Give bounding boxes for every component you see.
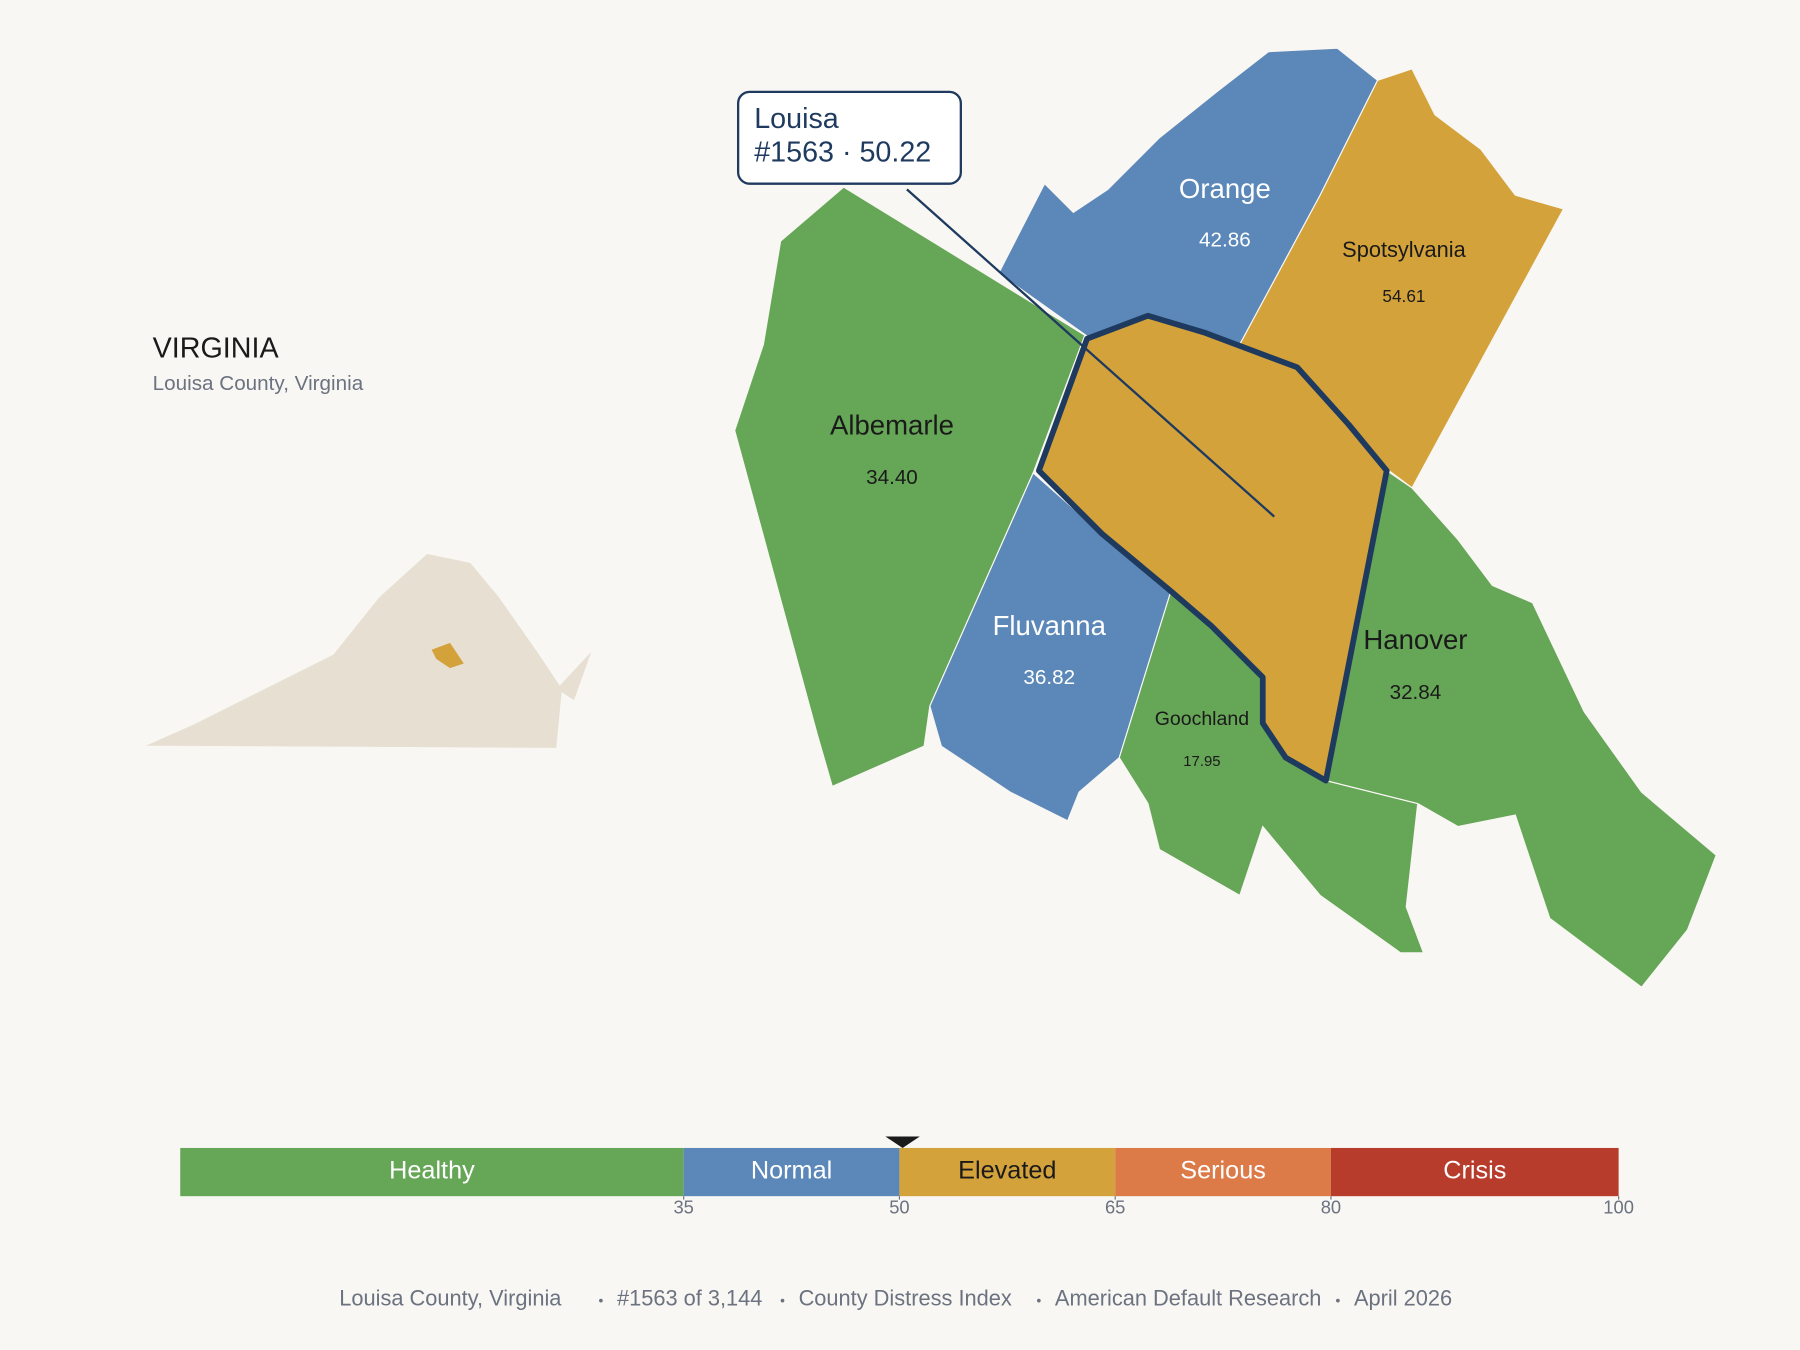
county bbox=[1325, 469, 1717, 989]
county-score: 54.61 bbox=[1382, 286, 1425, 306]
county-name: Fluvanna bbox=[993, 610, 1107, 641]
county-name: Albemarle bbox=[830, 409, 954, 440]
state-peninsula bbox=[556, 652, 592, 701]
county-score: 32.84 bbox=[1390, 681, 1442, 704]
title: VIRGINIA bbox=[153, 333, 280, 365]
state-highlight bbox=[431, 642, 464, 669]
scale-band bbox=[1115, 1147, 1331, 1197]
footer-separator bbox=[780, 1298, 785, 1303]
band-label: Serious bbox=[1180, 1157, 1266, 1185]
footer: Louisa County, Virginia #1563 of 3,144 Cou… bbox=[339, 1285, 1452, 1310]
footer-separator bbox=[1336, 1298, 1340, 1303]
callout-detail: #1563 · 50.22 bbox=[754, 136, 931, 168]
scale-band bbox=[683, 1147, 900, 1197]
callout-name: Louisa bbox=[754, 103, 839, 135]
tick-label: 65 bbox=[1105, 1197, 1125, 1218]
band-label: Healthy bbox=[389, 1157, 475, 1185]
state-outline bbox=[143, 552, 564, 750]
footer-item: April 2026 bbox=[1354, 1285, 1452, 1310]
tick-label: 100 bbox=[1603, 1197, 1634, 1218]
tick-label: 35 bbox=[673, 1197, 693, 1218]
callout-box bbox=[736, 90, 962, 185]
county-score: 42.86 bbox=[1199, 229, 1251, 252]
footer-item: County Distress Index bbox=[799, 1285, 1012, 1310]
tick-label: 50 bbox=[889, 1197, 909, 1218]
footer-item: American Default Research bbox=[1055, 1285, 1322, 1310]
county-layer: Orange 42.86 Spotsylvania 54.61 Albemarle 34.… bbox=[734, 47, 1717, 989]
distress-scale: Healthy Normal Elevated Serious Crisis 35 50 65… bbox=[180, 1136, 1634, 1218]
county-name: Orange bbox=[1179, 173, 1271, 204]
footer-separator bbox=[599, 1298, 603, 1303]
scale-band bbox=[899, 1147, 1116, 1197]
county-score: 34.40 bbox=[866, 466, 918, 489]
county-name: Spotsylvania bbox=[1342, 237, 1466, 262]
county-name: Goochland bbox=[1155, 708, 1249, 730]
footer-item: #1563 of 3,144 bbox=[617, 1285, 762, 1310]
county-score: 36.82 bbox=[1023, 666, 1075, 689]
county-name: Hanover bbox=[1363, 624, 1467, 655]
county bbox=[734, 186, 1086, 788]
band-label: Normal bbox=[751, 1157, 832, 1185]
footer-item: Louisa County, Virginia bbox=[339, 1285, 562, 1310]
subtitle: Louisa County, Virginia bbox=[153, 372, 364, 395]
band-label: Crisis bbox=[1443, 1157, 1506, 1185]
tick-label: 80 bbox=[1321, 1197, 1341, 1218]
footer-separator bbox=[1037, 1298, 1041, 1303]
scale-band bbox=[1330, 1147, 1619, 1197]
callout-leader bbox=[906, 188, 1275, 518]
score-marker bbox=[885, 1136, 920, 1148]
band-label: Elevated bbox=[958, 1157, 1056, 1185]
scale-band bbox=[180, 1147, 684, 1197]
selected-county[interactable] bbox=[1036, 312, 1390, 784]
county-score: 17.95 bbox=[1183, 753, 1220, 770]
